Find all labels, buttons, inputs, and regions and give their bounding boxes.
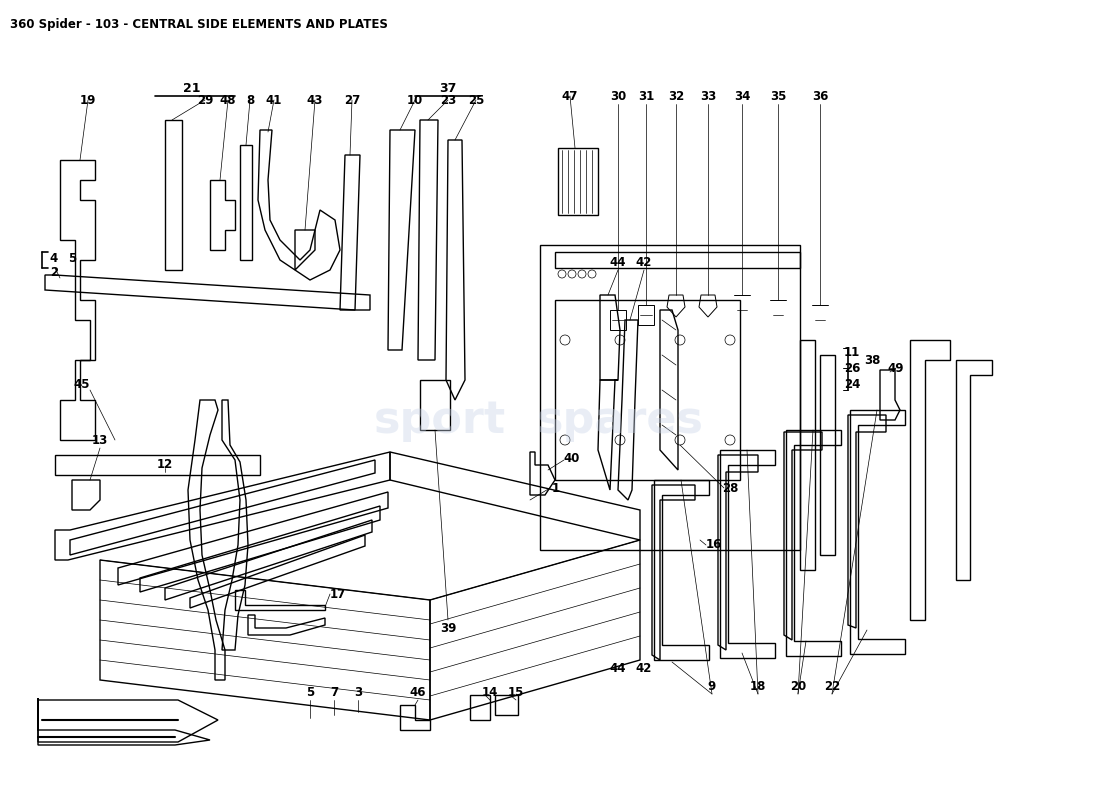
Text: 22: 22 <box>824 679 840 693</box>
Text: 19: 19 <box>80 94 96 106</box>
Text: 21: 21 <box>184 82 200 94</box>
Text: 12: 12 <box>157 458 173 470</box>
Text: 44: 44 <box>609 255 626 269</box>
Text: 46: 46 <box>409 686 427 698</box>
Text: 23: 23 <box>440 94 456 106</box>
Text: 24: 24 <box>844 378 860 390</box>
Text: 30: 30 <box>609 90 626 102</box>
Text: 28: 28 <box>722 482 738 494</box>
Text: 10: 10 <box>407 94 424 106</box>
Text: sport: sport <box>374 398 506 442</box>
Text: 49: 49 <box>888 362 904 374</box>
Text: 45: 45 <box>74 378 90 391</box>
Text: 2: 2 <box>50 266 58 278</box>
Text: 20: 20 <box>790 679 806 693</box>
Text: 8: 8 <box>246 94 254 106</box>
Text: 39: 39 <box>440 622 456 634</box>
Text: 16: 16 <box>706 538 723 551</box>
Text: 29: 29 <box>197 94 213 106</box>
Text: 42: 42 <box>636 662 652 674</box>
Text: 3: 3 <box>354 686 362 698</box>
Text: 37: 37 <box>439 82 456 94</box>
Text: 18: 18 <box>750 679 767 693</box>
Text: 27: 27 <box>344 94 360 106</box>
Text: 4: 4 <box>50 251 58 265</box>
Text: 13: 13 <box>92 434 108 446</box>
Text: 44: 44 <box>609 662 626 674</box>
Text: 9: 9 <box>708 679 716 693</box>
Text: 41: 41 <box>266 94 283 106</box>
Text: 5: 5 <box>306 686 315 698</box>
Text: 32: 32 <box>668 90 684 102</box>
Text: 1: 1 <box>552 482 560 494</box>
Text: 33: 33 <box>700 90 716 102</box>
Text: 35: 35 <box>770 90 786 102</box>
Text: 42: 42 <box>636 255 652 269</box>
Text: 360 Spider - 103 - CENTRAL SIDE ELEMENTS AND PLATES: 360 Spider - 103 - CENTRAL SIDE ELEMENTS… <box>10 18 388 31</box>
Text: 11: 11 <box>844 346 860 358</box>
Text: 5: 5 <box>68 251 76 265</box>
Text: 43: 43 <box>307 94 323 106</box>
Text: 17: 17 <box>330 587 346 601</box>
Text: 36: 36 <box>812 90 828 102</box>
Text: 48: 48 <box>220 94 236 106</box>
Text: 38: 38 <box>864 354 880 366</box>
Text: spares: spares <box>537 398 704 442</box>
Text: 15: 15 <box>508 686 525 698</box>
Text: 34: 34 <box>734 90 750 102</box>
Text: 14: 14 <box>482 686 498 698</box>
Text: 7: 7 <box>330 686 338 698</box>
Text: 40: 40 <box>564 451 580 465</box>
Text: 26: 26 <box>844 362 860 374</box>
Text: 47: 47 <box>562 90 579 102</box>
Text: 31: 31 <box>638 90 654 102</box>
Text: 25: 25 <box>468 94 484 106</box>
